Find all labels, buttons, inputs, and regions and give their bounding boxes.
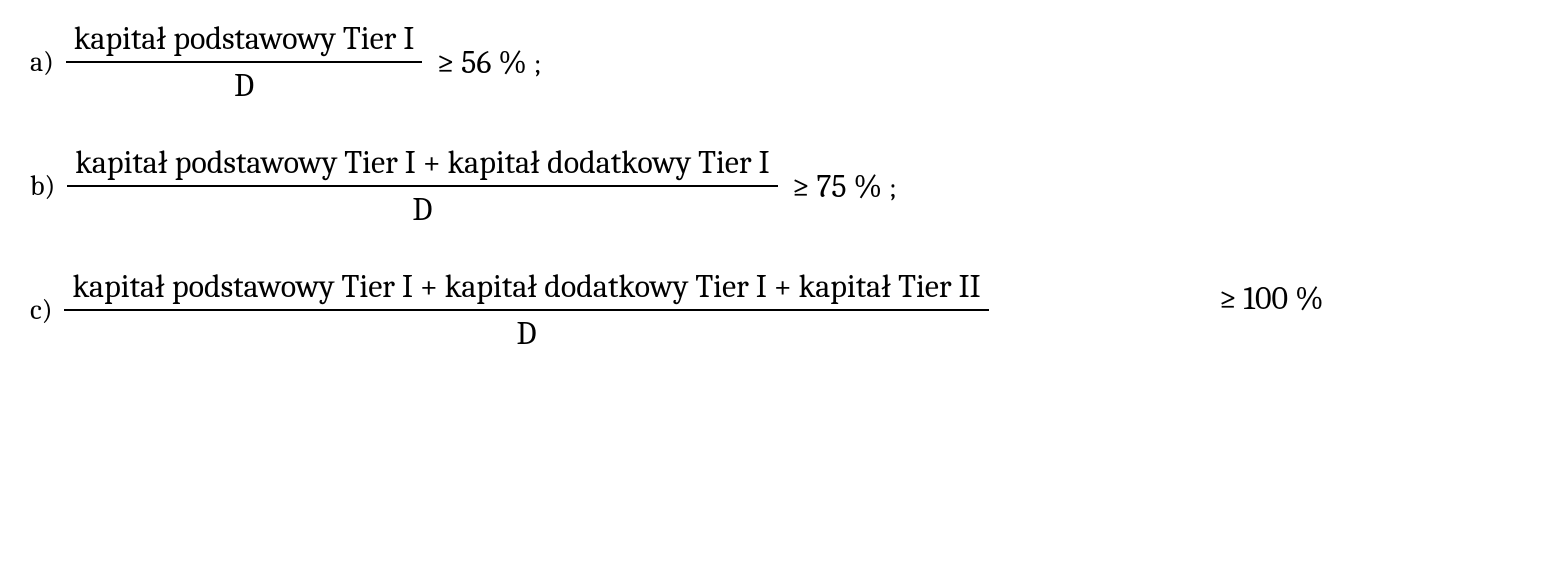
suffix-a: ; — [534, 48, 541, 80]
relation-b: ≥ 75 % ; — [792, 168, 897, 205]
relation-text-a: ≥ 56 % — [436, 44, 527, 81]
fraction-b: kapitał podstawowy Tier I + kapitał doda… — [67, 144, 777, 228]
numerator-b: kapitał podstawowy Tier I + kapitał doda… — [67, 144, 777, 185]
numerator-c: kapitał podstawowy Tier I + kapitał doda… — [64, 268, 988, 309]
equation-c: c) kapitał podstawowy Tier I + kapitał d… — [30, 268, 1535, 352]
relation-text-c: ≥ 100 % — [1219, 280, 1324, 317]
suffix-b: ; — [889, 172, 896, 204]
equation-a: a) kapitał podstawowy Tier I D ≥ 56 % ; — [30, 20, 1535, 104]
relation-c: ≥ 100 % — [1219, 280, 1324, 317]
denominator-b: D — [67, 185, 777, 228]
equation-b: b) kapitał podstawowy Tier I + kapitał d… — [30, 144, 1535, 228]
item-label-c: c) — [30, 294, 52, 326]
fraction-a: kapitał podstawowy Tier I D — [66, 20, 423, 104]
denominator-a: D — [66, 61, 423, 104]
item-label-b: b) — [30, 170, 55, 202]
relation-a: ≥ 56 % ; — [436, 44, 541, 81]
relation-text-b: ≥ 75 % — [792, 168, 883, 205]
numerator-a: kapitał podstawowy Tier I — [66, 20, 423, 61]
item-label-a: a) — [30, 46, 54, 78]
fraction-c: kapitał podstawowy Tier I + kapitał doda… — [64, 268, 988, 352]
denominator-c: D — [64, 309, 988, 352]
